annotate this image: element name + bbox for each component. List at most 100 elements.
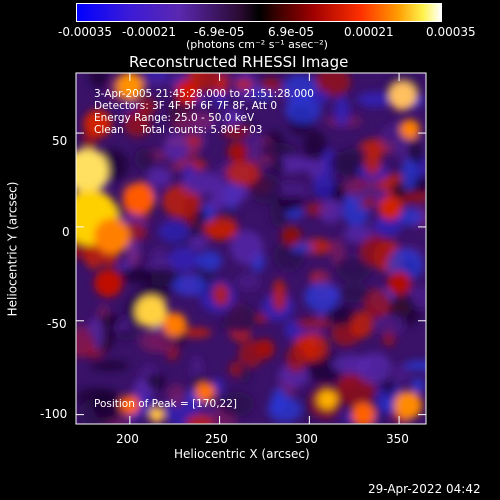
heatmap-texture: [350, 311, 374, 339]
heatmap-texture: [333, 95, 351, 127]
heatmap-texture: [236, 272, 261, 291]
heatmap-texture: [254, 312, 268, 324]
x-tick-label: 300: [295, 432, 318, 446]
heatmap-texture: [398, 208, 425, 226]
heatmap-texture: [281, 74, 318, 104]
bright-emission-region: [148, 406, 165, 423]
heatmap-texture: [403, 360, 426, 371]
annotation-time: 3-Apr-2005 21:45:28.000 to 21:51:28.000: [94, 88, 314, 100]
heatmap-texture: [284, 95, 322, 125]
heatmap-texture: [137, 76, 171, 87]
heatmap-texture: [249, 173, 283, 205]
heatmap-texture: [123, 110, 151, 137]
heatmap-texture: [386, 365, 411, 384]
colorbar-tick-label: 0.00035: [426, 25, 476, 39]
heatmap-texture: [359, 235, 391, 267]
y-tick-label: -50: [47, 317, 67, 331]
plot-frame: [75, 72, 427, 425]
heatmap-texture: [163, 132, 190, 162]
heatmap-texture: [319, 198, 343, 224]
heatmap-texture: [258, 142, 297, 158]
heatmap-texture: [296, 317, 332, 330]
bright-emission-region: [119, 395, 140, 416]
heatmap-texture: [188, 235, 208, 249]
bright-emission-region: [387, 271, 412, 296]
bright-emission-region: [83, 109, 112, 138]
y-axis-label: Heliocentric Y (arcsec): [5, 181, 20, 317]
bright-emission-region: [399, 119, 420, 140]
bright-emission-region: [162, 312, 187, 337]
heatmap-texture: [172, 274, 207, 296]
heatmap-texture: [338, 283, 370, 303]
heatmap-texture: [335, 374, 376, 406]
heatmap-texture: [411, 377, 425, 394]
bright-emission-region: [175, 79, 200, 104]
bright-emission-region: [388, 81, 417, 110]
heatmap-texture: [181, 171, 222, 195]
colorbar-tick-label: -6.9e-05: [194, 25, 245, 39]
bright-emission-region: [135, 295, 168, 328]
heatmap-texture: [224, 304, 257, 334]
colorbar-tick-label: 6.9e-05: [268, 25, 315, 39]
bright-emission-region: [76, 148, 109, 193]
bright-emission-region: [281, 226, 302, 247]
heatmap-texture: [196, 250, 223, 271]
chart-title: Reconstructed RHESSI Image: [129, 53, 349, 71]
heatmap-texture: [260, 77, 282, 92]
heatmap-texture: [230, 230, 264, 265]
heatmap-texture: [343, 226, 372, 243]
heatmap-texture: [146, 167, 172, 188]
colorbar: [76, 3, 442, 22]
heatmap-texture: [309, 90, 330, 104]
heatmap-texture: [222, 125, 251, 139]
heatmap-texture: [134, 147, 155, 171]
x-tick-label: 200: [116, 432, 139, 446]
x-axis-label: Heliocentric X (arcsec): [174, 447, 310, 461]
heatmap-texture: [356, 352, 392, 384]
colorbar-units: (photons cm⁻² s⁻¹ asec⁻²): [186, 38, 328, 51]
heatmap-texture: [184, 195, 197, 227]
heatmap-texture: [314, 73, 351, 97]
colorbar-tick-label: -0.00021: [122, 25, 176, 39]
heatmap-texture: [115, 329, 137, 341]
bright-emission-region: [122, 182, 155, 215]
heatmap-texture: [176, 110, 215, 132]
heatmap-texture: [218, 391, 255, 417]
timestamp: 29-Apr-2022 04:42: [368, 482, 481, 496]
heatmap-texture: [90, 360, 130, 372]
bright-emission-region: [394, 391, 423, 420]
colorbar-tick-label: 0.00021: [344, 25, 394, 39]
bright-emission-region: [317, 389, 338, 410]
annotation-detectors: Detectors: 3F 4F 5F 6F 7F 8F, Att 0: [94, 100, 278, 112]
heatmap-texture: [158, 220, 190, 243]
bright-emission-region: [93, 218, 130, 255]
heatmap-texture: [303, 130, 326, 162]
heatmap-texture: [312, 173, 335, 200]
heatmap-texture: [118, 267, 153, 284]
bright-emission-region: [195, 382, 216, 403]
bright-emission-region: [115, 73, 144, 101]
y-tick-label: -100: [40, 407, 68, 421]
heatmap-texture: [303, 282, 340, 312]
heatmap-texture: [299, 332, 329, 362]
bright-emission-region: [378, 196, 403, 221]
x-tick-label: 350: [386, 432, 409, 446]
heatmap-texture: [271, 387, 288, 412]
heatmap-texture: [324, 306, 360, 326]
x-tick-label: 250: [205, 432, 228, 446]
heatmap-texture: [199, 73, 222, 94]
heatmap-texture: [272, 279, 287, 312]
heatmap-texture: [364, 148, 382, 176]
heatmap-texture: [223, 107, 243, 129]
bright-emission-region: [94, 269, 123, 298]
heatmap-texture: [234, 78, 254, 90]
annotation-energy: Energy Range: 25.0 - 50.0 keV: [94, 112, 255, 124]
y-tick-label: 0: [62, 225, 70, 239]
heatmap-texture: [359, 185, 385, 199]
bright-emission-region: [351, 402, 376, 424]
heatmap-texture: [168, 161, 187, 172]
heatmap-texture: [225, 160, 261, 186]
heatmap-texture: [89, 73, 108, 89]
peak-position-label: Position of Peak = [170,22]: [94, 398, 238, 410]
